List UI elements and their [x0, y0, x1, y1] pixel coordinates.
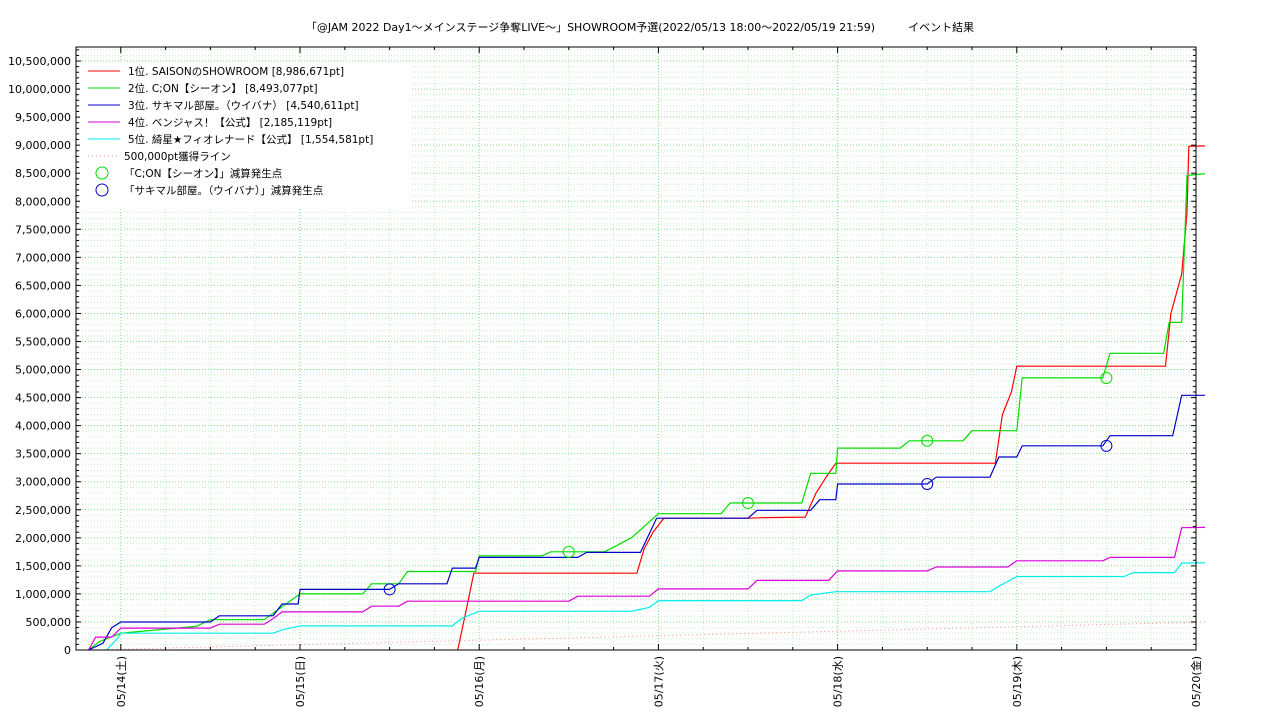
y-tick-label: 3,000,000 [15, 476, 71, 489]
series-layer [87, 145, 1206, 651]
chart-title: 「@JAM 2022 Day1～メインステージ争奪LIVE～」SHOWROOM予… [305, 21, 975, 34]
marker-point-2 [1100, 439, 1113, 452]
y-tick-label: 1,500,000 [15, 560, 71, 573]
legend-box [80, 62, 410, 208]
y-tick-label: 7,000,000 [15, 251, 71, 264]
legend-marker-swatch-1 [95, 166, 109, 180]
legend-label-3: 3位. サキマル部屋。（ウイバナ） [4,540,611pt] [128, 99, 359, 112]
x-tick-label: 05/19(木) [1011, 656, 1024, 707]
x-tick-label: 05/15(日) [294, 656, 307, 707]
x-tick-label: 05/20(金) [1189, 656, 1203, 707]
series-line-5 [106, 562, 1206, 651]
y-tick-label: 2,000,000 [15, 532, 71, 545]
legend-marker-swatch-2 [95, 183, 109, 197]
marker-point-1 [921, 434, 934, 447]
y-tick-label: 9,500,000 [15, 111, 71, 124]
legend-marker-label-2: 「サキマル部屋。（ウイバナ）」減算発生点 [124, 184, 323, 197]
plot-frame [75, 46, 1197, 651]
y-tick-label: 8,000,000 [15, 195, 71, 208]
series-line-6 [88, 621, 1206, 651]
series-line-3 [88, 394, 1205, 651]
axis-layer: 0 500,000 1,000,000 1,500,000 2,000,000 2,500… [8, 46, 1203, 707]
y-tick-label: 10,500,000 [8, 55, 71, 68]
marker-point-2 [383, 583, 396, 596]
y-tick-label: 7,500,000 [15, 223, 71, 236]
y-tick-label: 6,500,000 [15, 279, 71, 292]
series-line-1 [457, 145, 1206, 651]
marker-point-1 [1100, 371, 1113, 384]
marker-point-1 [742, 497, 754, 510]
y-tick-label: 500,000 [26, 616, 72, 629]
y-tick-label: 10,000,000 [8, 83, 71, 96]
series-line-4 [87, 526, 1206, 651]
x-tick-label: 05/17(火) [652, 656, 665, 707]
y-tick-label: 2,500,000 [15, 504, 71, 517]
x-tick-label: 05/18(水) [832, 656, 845, 707]
y-tick-label: 8,500,000 [15, 167, 71, 180]
y-tick-label: 1,000,000 [15, 588, 71, 601]
y-tick-label: 0 [64, 644, 71, 657]
legend-label-4: 4位. ベンジャス！【公式】 [2,185,119pt] [128, 116, 332, 129]
y-tick-label: 5,000,000 [15, 364, 71, 377]
x-tick-label: 05/14(土) [115, 656, 128, 707]
legend-label-2: 2位. C;ON【シーオン】 [8,493,077pt] [128, 82, 318, 95]
y-tick-label: 4,000,000 [15, 420, 71, 433]
marker-layer [383, 371, 1113, 596]
y-tick-label: 9,000,000 [15, 139, 71, 152]
x-tick-label: 05/16(月) [473, 656, 486, 707]
y-tick-label: 6,000,000 [15, 307, 71, 320]
series-line-2 [88, 173, 1206, 651]
y-tick-label: 3,500,000 [15, 448, 71, 461]
legend-label-1: 1位. SAISONのSHOWROOM [8,986,671pt] [128, 65, 344, 78]
y-tick-label: 4,500,000 [15, 392, 71, 405]
y-tick-label: 5,500,000 [15, 335, 71, 348]
marker-point-1 [562, 545, 575, 558]
legend: 1位. SAISONのSHOWROOM [8,986,671pt] 2位. C;O… [80, 62, 410, 208]
marker-point-2 [921, 477, 934, 490]
legend-label-5: 5位. 綺星★フィオレナード【公式】 [1,554,581pt] [128, 133, 373, 146]
legend-marker-label-1: 「C;ON【シーオン】」減算発生点 [124, 167, 282, 180]
legend-label-6: 500,000pt獲得ライン [124, 150, 231, 163]
